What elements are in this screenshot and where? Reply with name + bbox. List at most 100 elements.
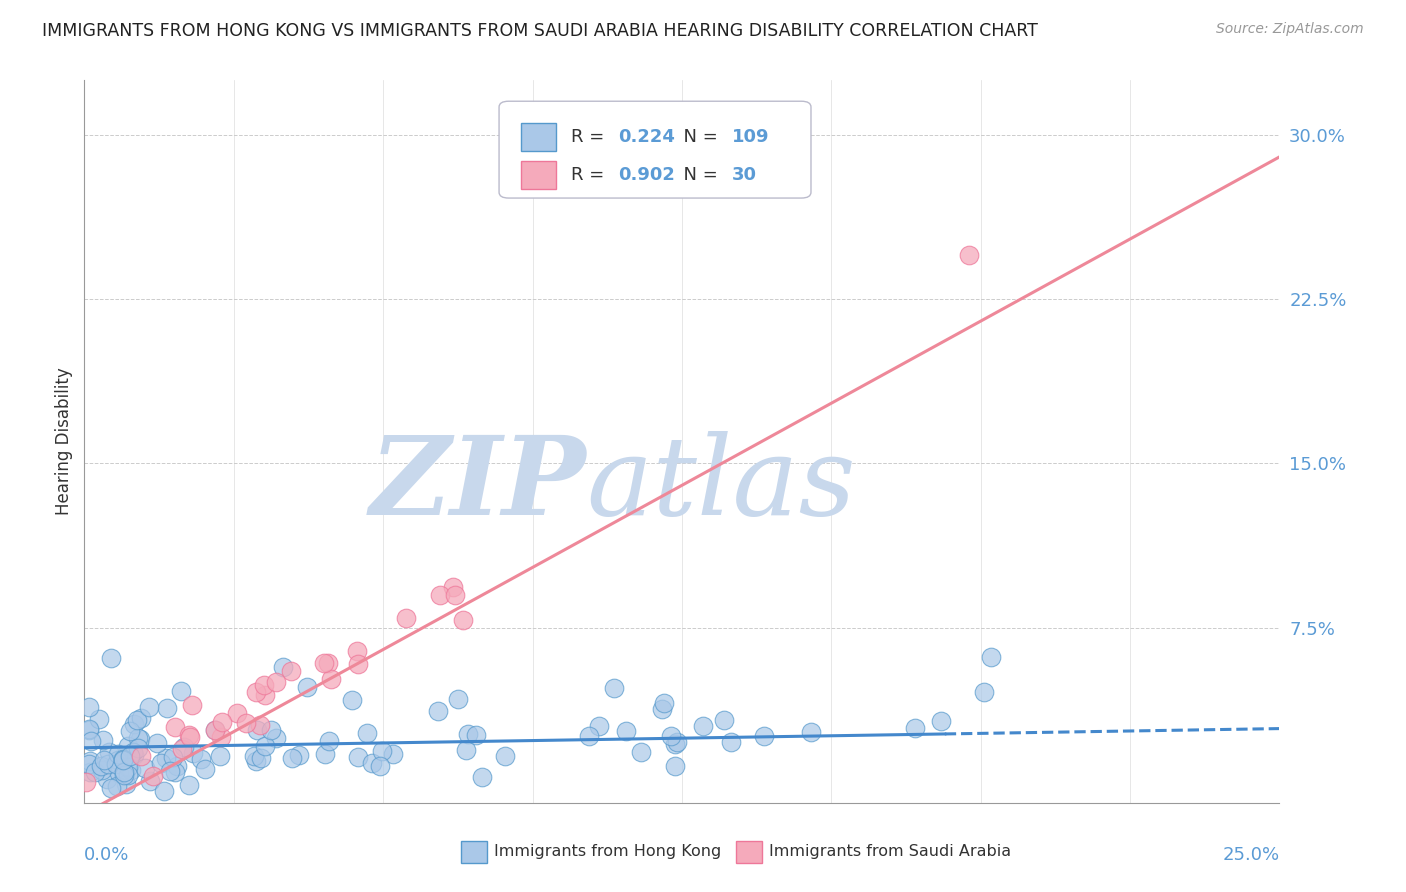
- Point: [314, 747, 336, 761]
- Point: [93, 753, 115, 767]
- FancyBboxPatch shape: [499, 101, 811, 198]
- Text: 0.902: 0.902: [619, 166, 675, 185]
- Point: [204, 723, 226, 737]
- Point: [651, 702, 673, 716]
- Point: [346, 657, 368, 672]
- FancyBboxPatch shape: [520, 161, 557, 189]
- Point: [181, 746, 204, 760]
- Point: [666, 735, 689, 749]
- Point: [105, 779, 128, 793]
- Point: [127, 740, 149, 755]
- Point: [97, 745, 120, 759]
- Point: [713, 713, 735, 727]
- Point: [288, 748, 311, 763]
- Point: [112, 767, 135, 781]
- Point: [77, 699, 100, 714]
- Text: atlas: atlas: [586, 431, 856, 539]
- Text: N =: N =: [672, 128, 724, 146]
- Point: [117, 739, 139, 753]
- Point: [134, 761, 156, 775]
- Point: [131, 711, 153, 725]
- Point: [179, 731, 201, 745]
- Point: [441, 580, 464, 594]
- Point: [75, 775, 97, 789]
- Text: IMMIGRANTS FROM HONG KONG VS IMMIGRANTS FROM SAUDI ARABIA HEARING DISABILITY COR: IMMIGRANTS FROM HONG KONG VS IMMIGRANTS …: [42, 22, 1038, 40]
- Point: [122, 748, 145, 763]
- Point: [87, 712, 110, 726]
- Point: [159, 764, 181, 778]
- Point: [368, 759, 391, 773]
- Point: [752, 729, 775, 743]
- Point: [145, 736, 167, 750]
- Point: [316, 656, 339, 670]
- Point: [90, 758, 112, 772]
- Point: [77, 723, 100, 737]
- Point: [318, 734, 340, 748]
- Point: [121, 745, 143, 759]
- Point: [112, 765, 135, 780]
- Text: N =: N =: [672, 166, 724, 185]
- Point: [152, 783, 174, 797]
- Point: [447, 692, 470, 706]
- Point: [118, 723, 141, 738]
- Point: [297, 681, 319, 695]
- Text: 0.0%: 0.0%: [84, 847, 129, 864]
- Point: [107, 747, 129, 761]
- Point: [664, 759, 686, 773]
- Point: [111, 752, 134, 766]
- Text: R =: R =: [571, 166, 610, 185]
- Point: [179, 779, 201, 793]
- Text: 0.224: 0.224: [619, 128, 675, 146]
- Point: [142, 769, 165, 783]
- Point: [253, 688, 276, 702]
- Point: [204, 723, 226, 737]
- Point: [138, 700, 160, 714]
- Point: [429, 588, 451, 602]
- Point: [80, 734, 103, 748]
- Point: [77, 723, 100, 737]
- Point: [209, 730, 232, 744]
- FancyBboxPatch shape: [461, 841, 486, 863]
- Point: [163, 720, 186, 734]
- Point: [652, 697, 675, 711]
- FancyBboxPatch shape: [735, 841, 762, 863]
- Point: [957, 248, 980, 262]
- Point: [253, 678, 276, 692]
- Point: [165, 764, 187, 779]
- Point: [181, 698, 204, 713]
- Point: [127, 713, 149, 727]
- Point: [226, 706, 249, 721]
- Point: [264, 675, 287, 690]
- Point: [96, 772, 118, 787]
- Point: [107, 765, 129, 780]
- Point: [271, 660, 294, 674]
- Point: [77, 756, 100, 771]
- Point: [122, 716, 145, 731]
- Point: [83, 764, 105, 779]
- Point: [346, 644, 368, 658]
- Point: [904, 721, 927, 735]
- Text: Immigrants from Saudi Arabia: Immigrants from Saudi Arabia: [769, 844, 1011, 859]
- Point: [426, 704, 449, 718]
- Point: [347, 750, 370, 764]
- Point: [173, 739, 195, 754]
- Y-axis label: Hearing Disability: Hearing Disability: [55, 368, 73, 516]
- Point: [578, 730, 600, 744]
- Point: [190, 752, 212, 766]
- Point: [79, 754, 101, 768]
- Point: [281, 751, 304, 765]
- Point: [107, 753, 129, 767]
- Point: [155, 751, 177, 765]
- Point: [211, 714, 233, 729]
- Point: [150, 756, 173, 771]
- Text: Source: ZipAtlas.com: Source: ZipAtlas.com: [1216, 22, 1364, 37]
- Point: [471, 770, 494, 784]
- Point: [104, 756, 127, 771]
- Point: [100, 650, 122, 665]
- Point: [246, 723, 269, 737]
- Point: [170, 684, 193, 698]
- Point: [451, 613, 474, 627]
- Point: [172, 742, 194, 756]
- Point: [129, 748, 152, 763]
- Point: [179, 728, 201, 742]
